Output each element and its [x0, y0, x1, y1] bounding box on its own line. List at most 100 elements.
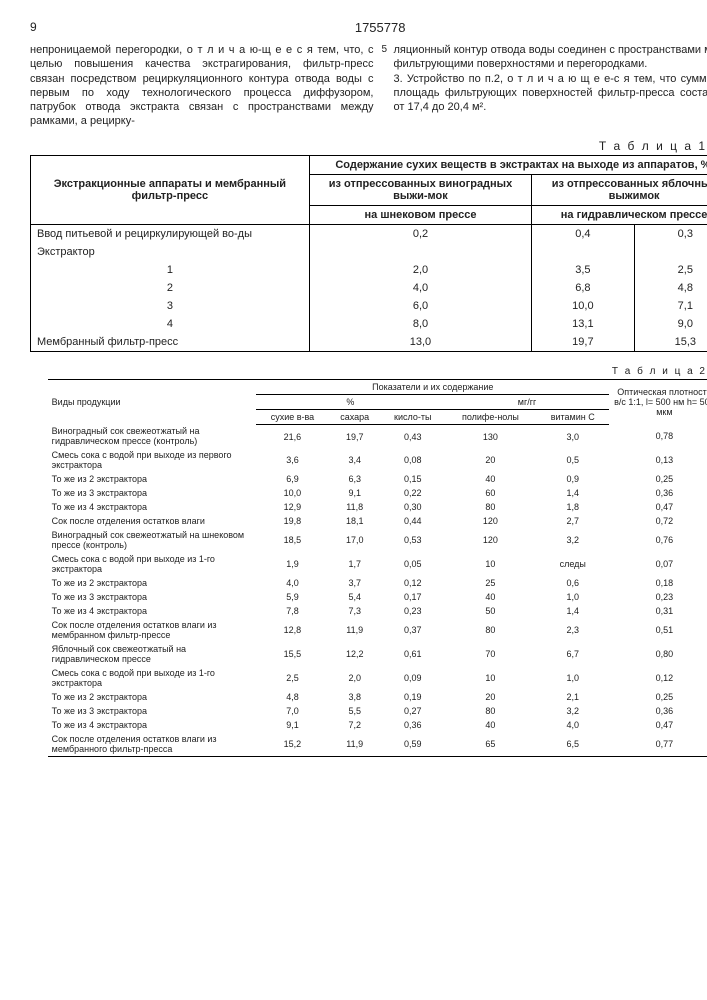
table2-cell: 0,36 — [609, 486, 707, 500]
table2-cell: 0,05 — [381, 552, 445, 576]
table2-cell: 0,07 — [609, 552, 707, 576]
table2-cell: 18,1 — [329, 514, 381, 528]
table2-cell: 12,8 — [256, 618, 329, 642]
table1-cell: 19,7 — [532, 333, 634, 352]
table2-cell: 2,0 — [329, 666, 381, 690]
table2-cell: 0,12 — [381, 576, 445, 590]
table1: Экстракционные аппараты и мембранный фил… — [30, 155, 707, 352]
table2-cell: 7,0 — [256, 704, 329, 718]
table2-cell: 0,18 — [609, 576, 707, 590]
table2-cell: 4,8 — [256, 690, 329, 704]
table1-head-group: Содержание сухих веществ в экстрактах на… — [309, 155, 707, 174]
table2-cell: 6,3 — [329, 472, 381, 486]
body-text-columns: непроницаемой перегородки, о т л и ч а ю… — [30, 43, 707, 129]
table2-cell: 4,0 — [536, 718, 609, 732]
table2-column-header: витамин С — [536, 409, 609, 424]
table2-cell: 80 — [445, 704, 536, 718]
table2-row-desc: То же из 3 экстрактора — [48, 704, 257, 718]
table1-cell: 9,0 — [634, 315, 707, 333]
table2-cell: 7,2 — [329, 718, 381, 732]
table2-cell: 5,9 — [256, 590, 329, 604]
table2-cell: 11,9 — [329, 618, 381, 642]
table2-cell: 1,0 — [536, 666, 609, 690]
table1-head-apparatus: Экстракционные аппараты и мембранный фил… — [31, 155, 310, 224]
table1-cell: 2,5 — [634, 261, 707, 279]
table1-sub-grape: из отпрессованных виноградных выжи-мок — [309, 174, 531, 205]
table2-cell: 9,1 — [329, 486, 381, 500]
table2-cell: 15,5 — [256, 642, 329, 666]
page-header: 9 1755778 10 — [30, 20, 707, 35]
patent-number: 1755778 — [355, 20, 406, 35]
table2-row-desc: Смесь сока с водой при выходе из 1-го эк… — [48, 666, 257, 690]
table2-cell: 3,4 — [329, 448, 381, 472]
right-column-p1: ляционный контур отвода воды соединен с … — [394, 44, 707, 70]
table2-row-desc: То же из 4 экстрактора — [48, 500, 257, 514]
table2-cell: 120 — [445, 528, 536, 552]
table2-cell: 1,8 — [536, 500, 609, 514]
table2-cell: 0,36 — [381, 718, 445, 732]
table1-row-label: 1 — [31, 261, 310, 279]
table2-cell: 80 — [445, 500, 536, 514]
table2-cell: 0,17 — [381, 590, 445, 604]
table2-head-indicators: Показатели и их содержание — [256, 379, 609, 394]
table2-row-desc: То же из 4 экстрактора — [48, 604, 257, 618]
table2-cell: 0,23 — [609, 590, 707, 604]
table1-cell: 8,0 — [309, 315, 531, 333]
table2-row-desc: То же из 4 экстрактора — [48, 718, 257, 732]
table1-cell — [532, 243, 634, 261]
table2-row-desc: Смесь сока с водой при выходе из 1-го эк… — [48, 552, 257, 576]
table2-cell: 4,0 — [256, 576, 329, 590]
table1-row-label: Мембранный фильтр-пресс — [31, 333, 310, 352]
table2-cell: 0,72 — [609, 514, 707, 528]
table1-row-label: Экстрактор — [31, 243, 310, 261]
table2-caption: Т а б л и ц а 2 — [30, 366, 707, 377]
table2-cell: 3,2 — [536, 704, 609, 718]
table2-cell: 7,3 — [329, 604, 381, 618]
table1-cell: 0,3 — [634, 224, 707, 243]
table1-row-label: 2 — [31, 279, 310, 297]
table1-cell: 4,8 — [634, 279, 707, 297]
table2-cell: 10 — [445, 666, 536, 690]
line-number-5: 5 — [382, 43, 388, 56]
table2-cell: 1,9 — [256, 552, 329, 576]
table2-cell: 0,27 — [381, 704, 445, 718]
table2-cell: 0,61 — [381, 642, 445, 666]
table2-column-header: сахара — [329, 409, 381, 424]
table2-cell: 0,08 — [381, 448, 445, 472]
table2-cell: 0,44 — [381, 514, 445, 528]
table2-cell: 15,2 — [256, 732, 329, 757]
table2-cell: 11,8 — [329, 500, 381, 514]
table2-row-desc: То же из 3 экстрактора — [48, 486, 257, 500]
table1-cell: 0,4 — [532, 224, 634, 243]
table2-cell: 0,78 — [609, 424, 707, 448]
table2-row-desc: Сок после отделения остатков влаги из ме… — [48, 618, 257, 642]
table2-cell: 6,7 — [536, 642, 609, 666]
table2-cell: 19,7 — [329, 424, 381, 448]
table2-cell: 17,0 — [329, 528, 381, 552]
table2-cell: 0,80 — [609, 642, 707, 666]
page-number-left: 9 — [30, 20, 37, 35]
table1-cell: 6,8 — [532, 279, 634, 297]
table2-cell: 0,37 — [381, 618, 445, 642]
table2-cell: 1,7 — [329, 552, 381, 576]
table2-cell: 0,31 — [609, 604, 707, 618]
table2-cell: 65 — [445, 732, 536, 757]
table1-cell: 0,2 — [309, 224, 531, 243]
table2-cell: 0,47 — [609, 500, 707, 514]
table2-cell: 0,25 — [609, 472, 707, 486]
table2-cell: 19,8 — [256, 514, 329, 528]
table2-cell: 80 — [445, 618, 536, 642]
table2-cell: 5,5 — [329, 704, 381, 718]
table2-cell: 0,13 — [609, 448, 707, 472]
table2-cell: 40 — [445, 590, 536, 604]
table2-cell: 0,47 — [609, 718, 707, 732]
table1-sub-screw: на шнековом прессе — [309, 205, 531, 224]
right-column-p2: 3. Устройство по п.2, о т л и ч а ю щ е … — [394, 73, 707, 114]
table2-cell: 11,9 — [329, 732, 381, 757]
table2-cell: 2,3 — [536, 618, 609, 642]
table2-column-header: кисло-ты — [381, 409, 445, 424]
table2-cell: 1,4 — [536, 486, 609, 500]
table2-cell: 7,8 — [256, 604, 329, 618]
table1-sub-hydraulic: на гидравлическом прессе — [532, 205, 707, 224]
table2-row-desc: Смесь сока с водой при выходе из первого… — [48, 448, 257, 472]
